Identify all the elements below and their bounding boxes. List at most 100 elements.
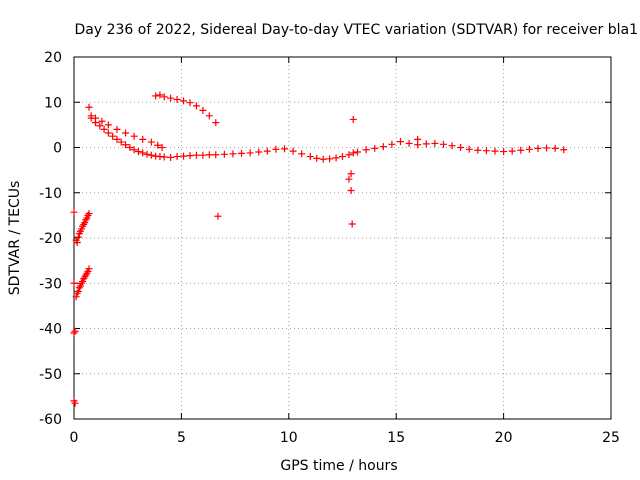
data-point [96,122,104,130]
data-point [482,147,490,155]
x-axis-label: GPS time / hours [280,458,397,474]
data-point [186,99,194,107]
data-point [326,155,334,163]
x-tick-label: 25 [602,430,620,446]
data-point [439,140,447,148]
data-point [199,106,207,114]
data-point [85,210,93,218]
data-point [104,121,112,129]
y-tick-label: 10 [44,95,62,111]
data-point [186,152,194,160]
data-point [104,129,112,137]
data-point [349,115,357,123]
y-tick-label: 20 [44,50,62,66]
data-point [205,112,213,120]
data-point [70,208,78,216]
data-point [91,114,99,122]
data-point [154,141,162,149]
data-point [349,149,357,157]
data-point [212,151,220,159]
data-point [422,140,430,148]
x-tick-label: 10 [280,430,298,446]
y-tick-labels: -60 -50 -40 -30 -20 -10 0 10 20 [39,50,62,428]
y-tick-label: -50 [39,367,62,383]
data-point [156,91,164,99]
series-cluster-b [70,265,93,301]
data-point [289,147,297,155]
data-point [173,96,181,104]
data-point [500,148,508,156]
data-point [229,150,237,158]
data-point [126,144,134,151]
data-point [73,239,81,247]
data-point [74,287,82,295]
data-point [396,138,404,146]
chart-title: Day 236 of 2022, Sidereal Day-to-day VTE… [75,22,638,38]
data-point [339,153,346,161]
data-point [139,135,147,143]
data-point [238,149,246,157]
x-tick-labels: 0 5 10 15 20 25 [70,430,620,446]
data-point [147,138,155,146]
y-tick-label: 0 [53,141,62,157]
data-point [534,144,542,152]
data-point [347,186,355,194]
data-point [560,146,568,154]
data-point [167,94,175,102]
data-point [74,233,82,241]
data-point [71,399,79,407]
data-point [414,135,422,143]
data-point [180,97,188,105]
data-point [272,145,280,153]
grid-lines [74,57,611,419]
data-point [347,170,355,178]
y-tick-label: -10 [39,186,62,202]
x-tick-label: 20 [495,430,513,446]
data-point [143,150,151,158]
data-point [113,135,121,143]
data-point [130,132,138,140]
x-tick-label: 0 [70,430,79,446]
data-point [98,117,106,125]
data-point [491,147,499,155]
data-point [345,175,353,183]
data-point [71,327,79,335]
data-point [122,129,130,137]
data-point [152,92,160,100]
data-point [465,145,473,153]
data-point [214,212,222,220]
data-point [220,150,228,158]
data-point [405,139,413,147]
data-point [263,147,271,155]
data-point [147,151,155,159]
data-point [85,265,93,273]
data-point [354,148,362,156]
data-point [371,144,379,152]
data-point [199,151,207,159]
data-point [212,119,220,127]
x-tick-label: 15 [387,430,405,446]
data-point [431,139,439,147]
y-tick-label: -20 [39,231,62,247]
data-point [113,125,121,133]
data-point [192,151,200,159]
data-point [388,140,396,148]
y-tick-label: -30 [39,276,62,292]
data-point [87,112,95,120]
data-point [85,103,93,111]
data-point [109,132,117,140]
data-point [332,154,340,162]
data-point [139,149,147,157]
series-cluster-a [70,208,93,247]
data-point [122,141,130,149]
data-point [508,147,516,155]
data-point [319,155,327,163]
x-tick-label: 5 [177,430,186,446]
data-point [255,148,263,156]
data-point [525,145,533,153]
data-point [298,150,306,158]
data-point [474,146,482,154]
data-point [313,154,321,162]
data-point [543,144,551,152]
